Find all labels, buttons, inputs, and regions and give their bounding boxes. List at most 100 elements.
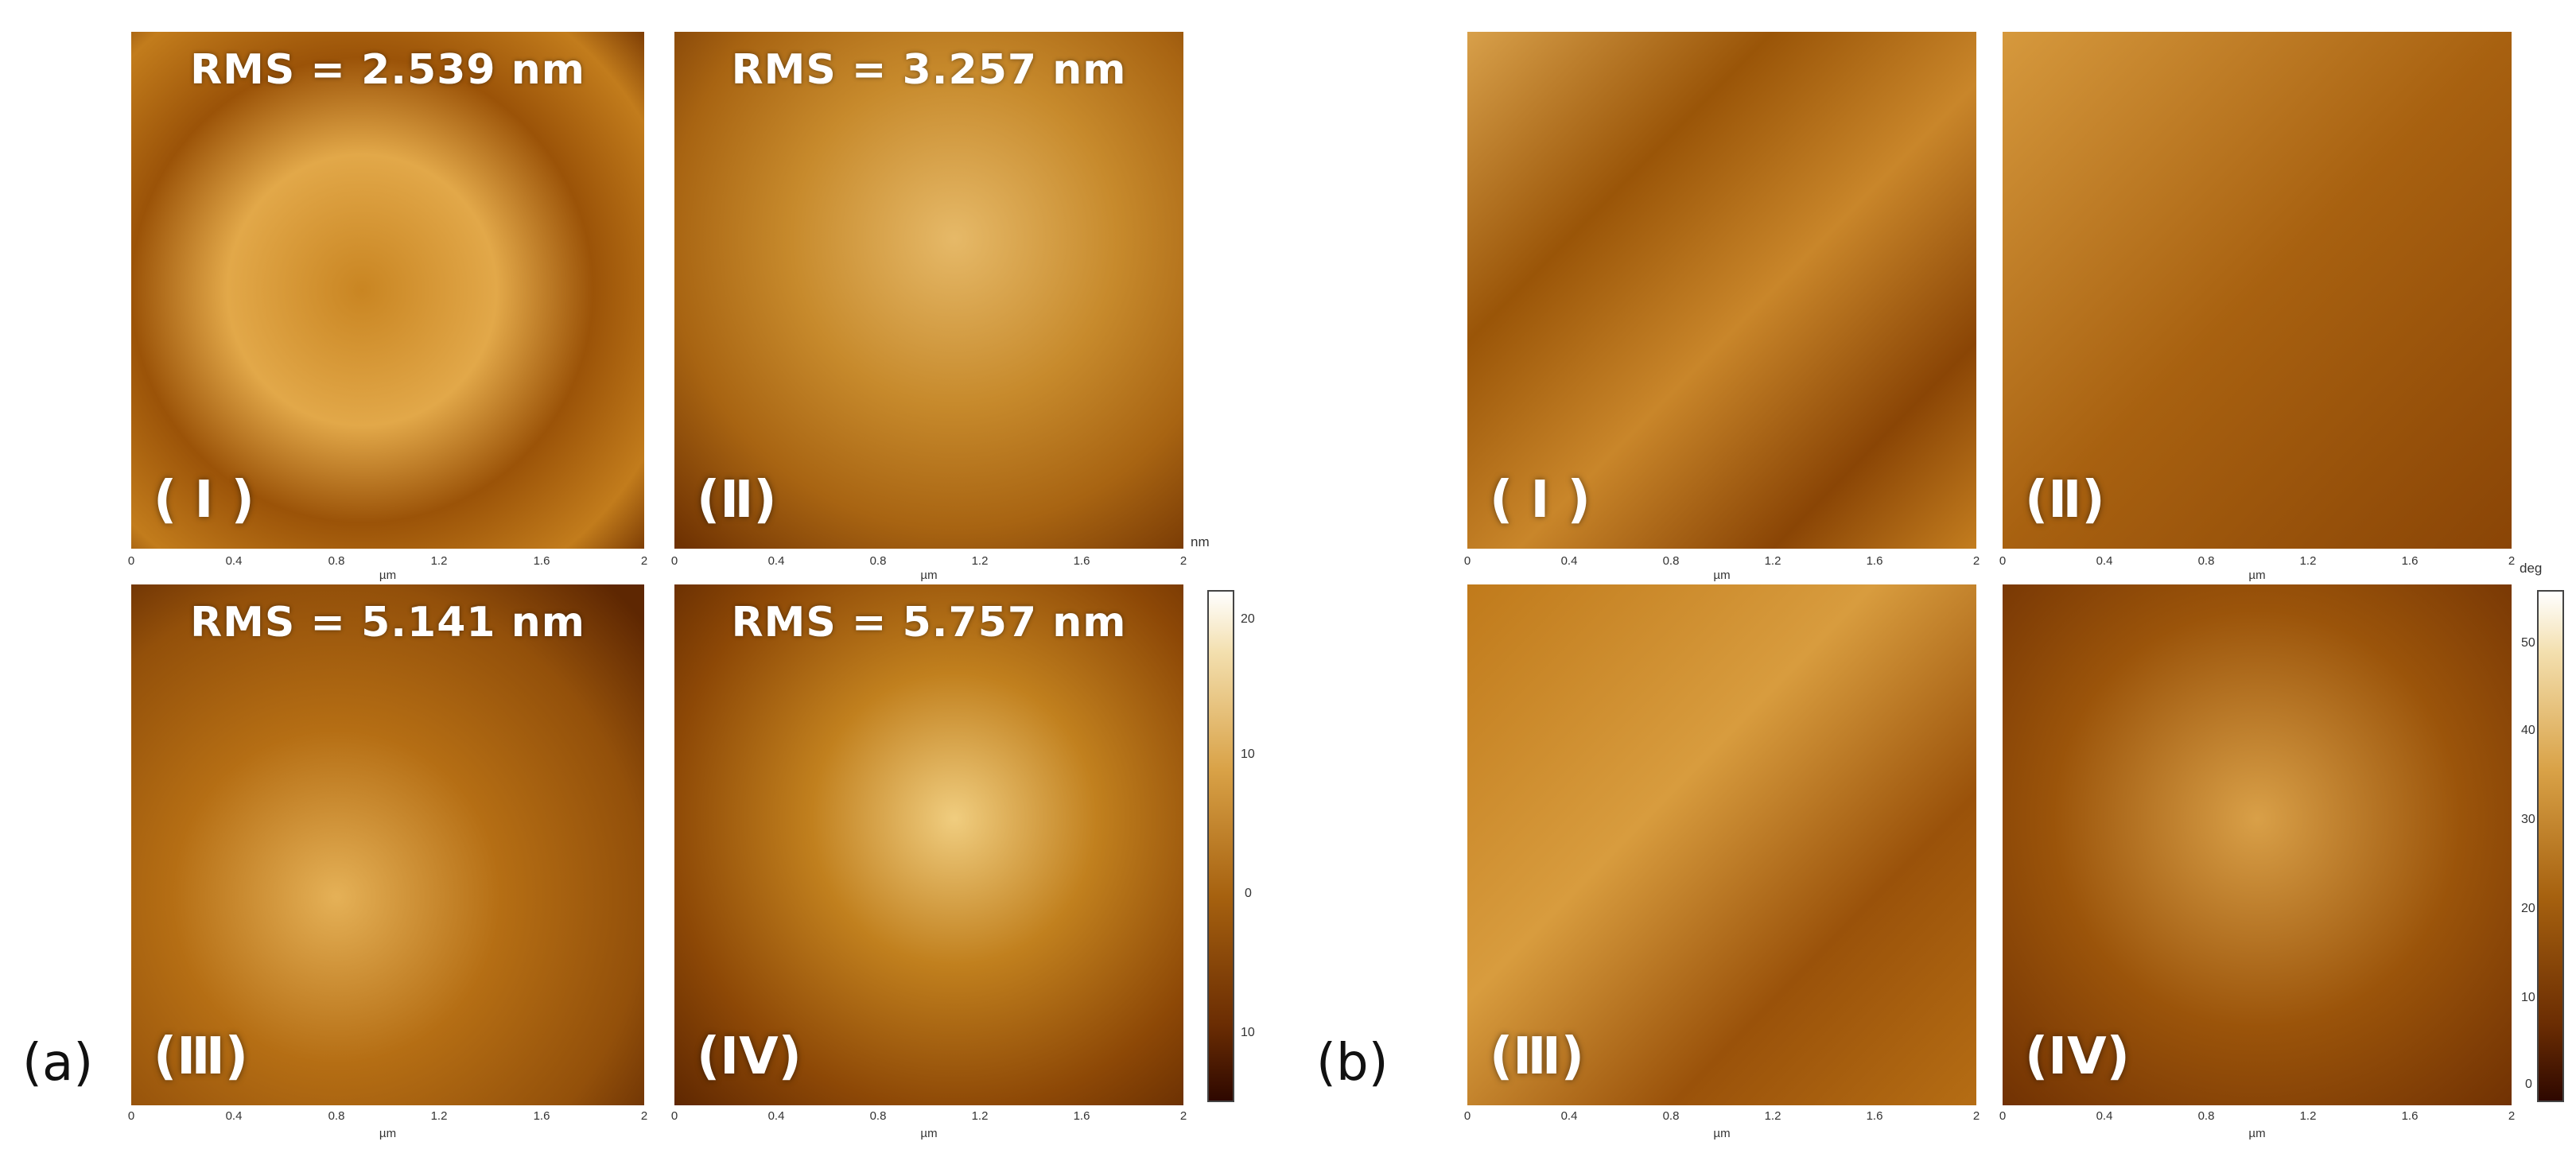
x-axis-unit: µm (2248, 569, 2266, 582)
afm-height-image-3: RMS = 5.141 nm (Ⅲ) (131, 584, 644, 1105)
x-tick: 0.8 (2197, 554, 2215, 568)
x-tick: 1.6 (533, 554, 550, 568)
colorbar-a-unit: nm (1191, 534, 1210, 549)
x-tick: 2 (2508, 554, 2516, 568)
x-tick: 2 (1179, 1109, 1187, 1123)
x-axis-b-bottom-right: 0 0.4 0.8 1.2 1.6 2 µm (1999, 1109, 2516, 1157)
x-tick: 0.8 (2197, 1109, 2215, 1123)
x-tick: 1.6 (1866, 554, 1883, 568)
x-tick: 0.4 (767, 554, 785, 568)
x-tick: 0.4 (225, 1109, 243, 1123)
x-axis-b-top-right: 0 0.4 0.8 1.2 1.6 2 µm (1999, 554, 2516, 602)
panel-b-label: (b) (1316, 1034, 1389, 1093)
afm-phase-image-3: (Ⅲ) (1467, 584, 1976, 1105)
x-tick: 0 (1999, 554, 2007, 568)
image-number-3: (Ⅲ) (153, 1027, 248, 1086)
x-tick: 0 (670, 554, 678, 568)
x-tick: 0.4 (2096, 554, 2113, 568)
x-axis-unit: µm (1713, 1127, 1731, 1140)
phase-image-number-4: (IV) (2025, 1027, 2130, 1086)
phase-image-number-1: ( I ) (1490, 471, 1591, 530)
x-axis-unit: µm (920, 1127, 938, 1140)
image-number-4: (IV) (697, 1027, 802, 1086)
colorbar-b-tick: 0 (2525, 1077, 2532, 1091)
x-tick: 0.8 (869, 554, 887, 568)
x-tick: 1.2 (2299, 554, 2317, 568)
x-tick: 2 (1179, 554, 1187, 568)
x-axis-a-bottom-right: 0 0.4 0.8 1.2 1.6 2 µm (671, 1109, 1187, 1157)
x-tick: 1.2 (971, 1109, 989, 1123)
x-tick: 0.8 (869, 1109, 887, 1123)
image-number-1: ( I ) (153, 471, 254, 530)
x-axis-a-top-left: 0 0.4 0.8 1.2 1.6 2 µm (127, 554, 648, 602)
rms-label-4: RMS = 5.757 nm (731, 599, 1127, 646)
height-texture-4 (674, 584, 1183, 1105)
image-number-2: (Ⅱ) (697, 471, 777, 530)
x-axis-unit: µm (1713, 569, 1731, 582)
colorbar-b-tick: 50 (2521, 636, 2535, 650)
x-tick: 0 (127, 1109, 135, 1123)
x-tick: 2 (1972, 1109, 1980, 1123)
x-tick: 0 (1999, 1109, 2007, 1123)
afm-phase-image-1: ( I ) (1467, 32, 1976, 549)
afm-height-image-1: RMS = 2.539 nm ( I ) (131, 32, 644, 549)
x-tick: 0.4 (1560, 1109, 1578, 1123)
afm-height-image-2: RMS = 3.257 nm (Ⅱ) (674, 32, 1183, 549)
x-axis-a-bottom-left: 0 0.4 0.8 1.2 1.6 2 µm (127, 1109, 648, 1157)
phase-texture-4 (2003, 584, 2512, 1105)
panel-a-label: (a) (22, 1034, 94, 1093)
x-tick: 2 (2508, 1109, 2516, 1123)
x-tick: 0 (1463, 1109, 1471, 1123)
colorbar-b (2537, 590, 2564, 1102)
height-texture-3 (131, 584, 644, 1105)
phase-texture-2 (2003, 32, 2512, 549)
x-tick: 0.8 (328, 554, 345, 568)
colorbar-b-tick: 40 (2521, 724, 2535, 737)
x-tick: 1.6 (2401, 554, 2419, 568)
x-tick: 1.6 (1073, 554, 1090, 568)
colorbar-b-tick: 30 (2521, 813, 2535, 826)
phase-texture-3 (1467, 584, 1976, 1105)
rms-label-2: RMS = 3.257 nm (731, 46, 1127, 94)
x-tick: 0 (1463, 554, 1471, 568)
colorbar-a (1207, 590, 1234, 1102)
x-tick: 0 (127, 554, 135, 568)
x-tick: 1.2 (1764, 1109, 1781, 1123)
phase-texture-1 (1467, 32, 1976, 549)
x-axis-unit: µm (379, 569, 397, 582)
afm-phase-image-2: (Ⅱ) (2003, 32, 2512, 549)
x-tick: 0.4 (1560, 554, 1578, 568)
x-tick: 1.2 (430, 554, 448, 568)
x-tick: 1.6 (533, 1109, 550, 1123)
x-tick: 1.6 (1866, 1109, 1883, 1123)
x-tick: 1.2 (2299, 1109, 2317, 1123)
colorbar-b-unit: deg (2520, 561, 2543, 576)
x-axis-b-bottom-left: 0 0.4 0.8 1.2 1.6 2 µm (1463, 1109, 1980, 1157)
phase-image-number-3: (Ⅲ) (1490, 1027, 1584, 1086)
x-tick: 0.8 (1662, 554, 1680, 568)
x-tick: 1.6 (1073, 1109, 1090, 1123)
x-tick: 1.2 (1764, 554, 1781, 568)
x-tick: 2 (640, 554, 648, 568)
colorbar-a-tick: 10 (1241, 1026, 1255, 1039)
x-tick: 2 (640, 1109, 648, 1123)
height-texture-1 (131, 32, 644, 549)
colorbar-a-tick: 0 (1245, 887, 1252, 900)
colorbar-a-tick: 20 (1241, 612, 1255, 626)
phase-image-number-2: (Ⅱ) (2025, 471, 2105, 530)
x-tick: 1.2 (430, 1109, 448, 1123)
x-tick: 0.8 (328, 1109, 345, 1123)
x-axis-a-top-right: 0 0.4 0.8 1.2 1.6 2 µm (670, 554, 1187, 602)
x-tick: 0.4 (2096, 1109, 2113, 1123)
x-tick: 0.4 (767, 1109, 785, 1123)
x-tick: 1.2 (971, 554, 989, 568)
x-axis-b-top-left: 0 0.4 0.8 1.2 1.6 2 µm (1463, 554, 1980, 602)
x-axis-unit: µm (920, 569, 938, 582)
x-axis-unit: µm (2248, 1127, 2266, 1140)
afm-height-image-4: RMS = 5.757 nm (IV) (674, 584, 1183, 1105)
colorbar-b-tick: 10 (2521, 991, 2535, 1004)
height-texture-2 (674, 32, 1183, 549)
x-tick: 0.4 (225, 554, 243, 568)
afm-phase-image-4: (IV) (2003, 584, 2512, 1105)
colorbar-b-tick: 20 (2521, 902, 2535, 915)
